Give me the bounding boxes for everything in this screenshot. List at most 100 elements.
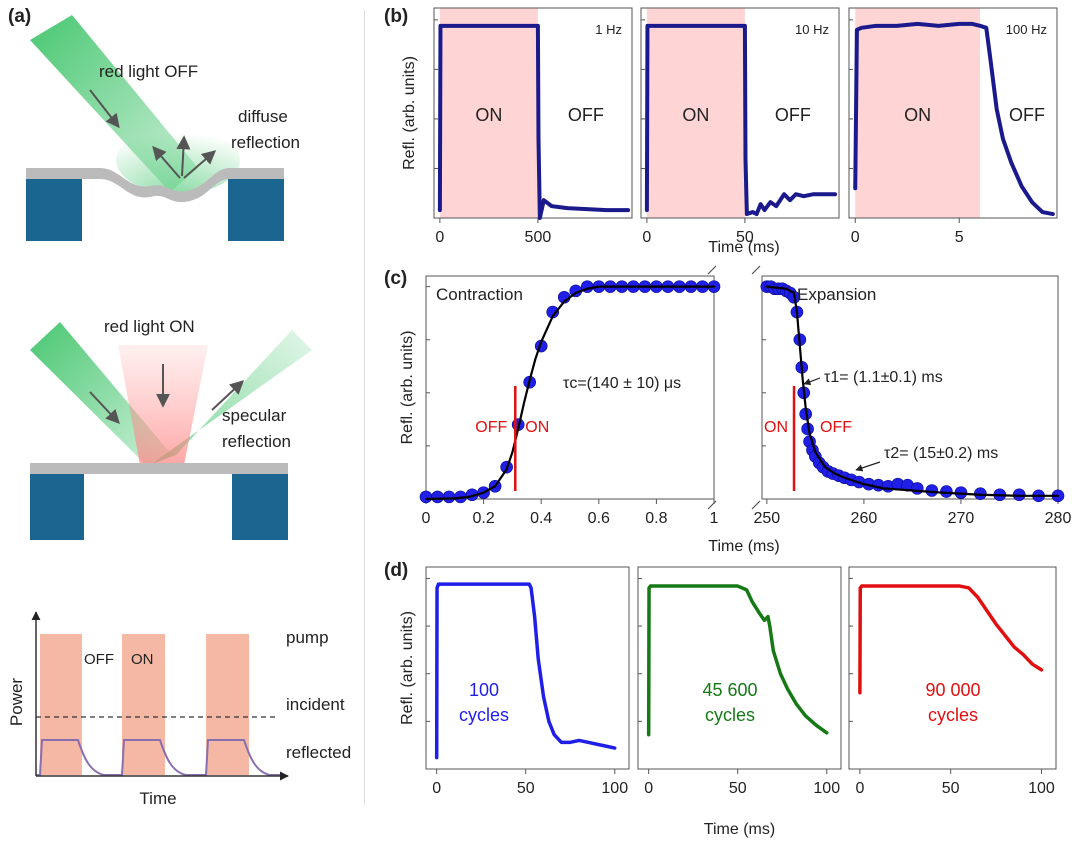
tau-1-annotation: τ1= (1.1±0.1) ms — [824, 369, 943, 386]
off-label: OFF — [820, 419, 852, 436]
x-tick-label: 260 — [851, 510, 878, 527]
on-label: ON — [525, 419, 549, 436]
series-line — [858, 584, 1044, 695]
plot-frame — [761, 275, 1059, 500]
y-axis-label: Refl. (arb. units) — [399, 331, 416, 445]
plot-frame — [433, 7, 633, 219]
plot-frame — [425, 275, 715, 500]
x-tick-label: 0.8 — [645, 510, 667, 527]
x-tick-label: 100 — [601, 780, 628, 797]
series-line — [644, 23, 838, 217]
y-axis-label: Refl. (arb. units) — [399, 611, 416, 725]
x-axis-label: Time (ms) — [704, 821, 775, 838]
x-tick-label: 0 — [644, 780, 653, 797]
x-tick-label: 5 — [955, 229, 964, 246]
support-left-2 — [30, 474, 84, 540]
chart-b3: 0 5 100 Hz ON OFF Time (ms) — [708, 7, 1058, 256]
x-tick-label: 280 — [1045, 510, 1072, 527]
plot-frame — [637, 566, 842, 770]
reflected-trace — [36, 739, 280, 776]
incident-arrow-2 — [89, 391, 120, 425]
tau-1-arrow — [803, 377, 821, 386]
series-line — [853, 21, 1055, 217]
label-reflection-top: reflection — [231, 133, 300, 152]
label-diffuse: diffuse — [238, 107, 288, 126]
on-label: ON — [475, 105, 502, 125]
reflected-arrow — [211, 380, 245, 411]
diffuse-glow — [116, 126, 240, 194]
cycle-count-label: 100 — [469, 680, 499, 700]
pump-pulse-2 — [122, 634, 165, 775]
label-incident: incident — [286, 695, 345, 714]
x-axis-label: Time (ms) — [708, 538, 779, 555]
fit-curve — [765, 285, 1060, 497]
cycles-label: cycles — [459, 705, 509, 725]
chart-d1: 0 50 100 100 cycles Refl. (arb. units) — [399, 566, 630, 797]
pump-pulse-1 — [40, 634, 82, 775]
schematic-specular: red light ON specular reflection — [30, 317, 312, 540]
label-time: Time — [139, 789, 176, 808]
axis-break-mark — [751, 500, 761, 510]
scatter-arrow-right — [183, 150, 217, 179]
plot-frame — [640, 7, 840, 219]
pump-pulse-3 — [206, 634, 249, 775]
data-point — [925, 484, 939, 497]
tau-c-annotation: τc=(140 ± 10) μs — [563, 375, 681, 392]
cycles-label: cycles — [705, 705, 755, 725]
reflected-green-beam — [150, 330, 312, 465]
tau-2-arrow — [855, 461, 881, 472]
x-tick-label: 50 — [517, 780, 535, 797]
label-power: Power — [7, 678, 26, 727]
x-tick-label: 0 — [422, 510, 431, 527]
x-tick-label: 0.4 — [530, 510, 552, 527]
axis-break-mark — [707, 500, 717, 510]
data-point — [419, 490, 433, 504]
label-red-light-on: red light ON — [104, 317, 195, 336]
chart-b1: 0 500 1 Hz ON OFF Refl. (arb. units) — [401, 7, 633, 246]
y-axis-label: Refl. (arb. units) — [401, 56, 418, 170]
label-off: OFF — [84, 651, 114, 668]
frequency-annotation: 100 Hz — [1006, 22, 1047, 37]
panel-label-d: (d) — [384, 560, 408, 581]
plot-frame — [425, 566, 630, 770]
off-label: OFF — [1009, 105, 1045, 125]
subplot-title: Contraction — [436, 285, 523, 304]
axis-break-mark — [707, 265, 717, 275]
label-on: ON — [131, 651, 154, 668]
off-label: OFF — [775, 105, 811, 125]
x-tick-label: 1 — [710, 510, 719, 527]
data-point — [442, 490, 456, 504]
support-right — [228, 178, 284, 241]
x-tick-label: 100 — [1028, 780, 1055, 797]
label-specular: specular — [222, 406, 287, 425]
chart-d3: 0 50 100 90 000 cycles — [848, 566, 1057, 797]
series-line — [437, 23, 631, 220]
series-line — [646, 584, 829, 737]
cycle-count-label: 90 000 — [925, 680, 980, 700]
x-tick-label: 0.6 — [588, 510, 610, 527]
x-tick-label: 270 — [948, 510, 975, 527]
cycles-label: cycles — [928, 705, 978, 725]
incident-arrow — [89, 89, 120, 129]
on-label: ON — [904, 105, 931, 125]
on-region-shading — [855, 8, 981, 218]
on-region-shading — [439, 8, 538, 218]
label-reflection-mid: reflection — [222, 432, 291, 451]
cycle-count-label: 45 600 — [702, 680, 757, 700]
support-right-2 — [232, 474, 288, 540]
chart-c-left: 0 0.2 0.4 0.6 0.8 1 Contraction OFF ON τc=(140 ± … — [399, 275, 721, 527]
buckled-membrane — [26, 168, 284, 203]
x-tick-label: 0.2 — [472, 510, 494, 527]
frequency-annotation: 10 Hz — [795, 22, 829, 37]
x-tick-label: 50 — [942, 780, 960, 797]
data-point — [431, 490, 444, 504]
series-line — [434, 582, 617, 760]
off-label: OFF — [568, 105, 604, 125]
timing-diagram: Power Time OFF ON pump incident reflecte… — [7, 611, 351, 808]
on-label: ON — [682, 105, 709, 125]
scatter-arrow-up — [176, 135, 191, 177]
frequency-annotation: 1 Hz — [595, 22, 622, 37]
x-axis-label: Time (ms) — [708, 239, 779, 256]
